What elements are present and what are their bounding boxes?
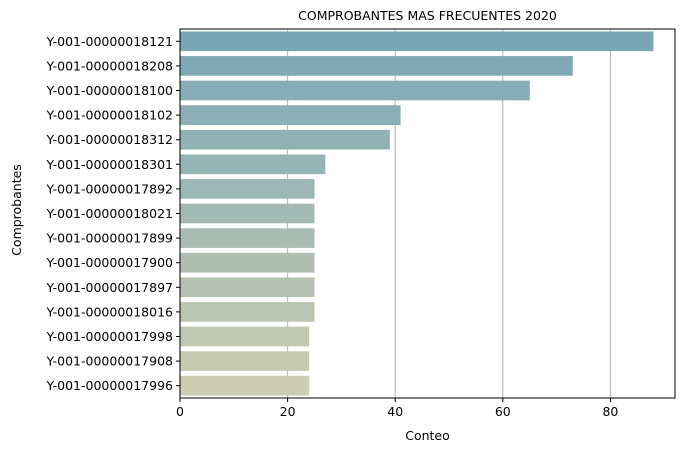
bar bbox=[180, 252, 315, 273]
bar bbox=[180, 302, 315, 322]
x-tick-label: 40 bbox=[387, 404, 403, 419]
bars bbox=[180, 31, 654, 396]
y-tick-label: Y-001-00000017892 bbox=[45, 181, 173, 196]
x-axis-title: Conteo bbox=[405, 428, 450, 443]
bar bbox=[180, 154, 326, 175]
x-tick-label: 0 bbox=[176, 404, 184, 419]
x-tick-label: 20 bbox=[280, 404, 296, 419]
y-tick-label: Y-001-00000018100 bbox=[45, 83, 173, 98]
bar bbox=[180, 375, 310, 396]
bar bbox=[180, 105, 401, 125]
y-axis-title: Comprobantes bbox=[9, 164, 24, 256]
x-tick-label: 60 bbox=[495, 404, 511, 419]
y-tick-label: Y-001-00000017998 bbox=[45, 329, 173, 344]
y-tick-label: Y-001-00000017908 bbox=[45, 354, 173, 369]
y-tick-label: Y-001-00000018121 bbox=[45, 34, 173, 49]
bar bbox=[180, 228, 315, 248]
y-tick-label: Y-001-00000018301 bbox=[45, 157, 173, 172]
bar bbox=[180, 277, 315, 298]
bar bbox=[180, 31, 654, 52]
bar bbox=[180, 179, 315, 199]
bar bbox=[180, 326, 310, 347]
y-tick-label: Y-001-00000018016 bbox=[45, 304, 173, 319]
bar bbox=[180, 129, 390, 150]
bar bbox=[180, 351, 310, 371]
y-tick-label: Y-001-00000017897 bbox=[45, 280, 173, 295]
y-tick-label: Y-001-00000018021 bbox=[45, 206, 173, 221]
plot-frame bbox=[179, 28, 676, 399]
y-tick-label: Y-001-00000018208 bbox=[45, 58, 173, 73]
y-tick-label: Y-001-00000017900 bbox=[45, 255, 173, 270]
x-tick-label: 80 bbox=[602, 404, 618, 419]
y-tick-labels: Y-001-00000018121 Y-001-00000018208 Y-001-… bbox=[45, 34, 180, 393]
bar bbox=[180, 80, 530, 101]
bar bbox=[180, 203, 315, 224]
y-tick-label: Y-001-00000017899 bbox=[45, 231, 173, 246]
y-tick-label: Y-001-00000018102 bbox=[45, 108, 173, 123]
plot-border bbox=[179, 28, 676, 399]
chart-title: COMPROBANTES MAS FRECUENTES 2020 bbox=[298, 8, 557, 23]
x-ticks: 0 20 40 60 80 bbox=[176, 398, 618, 419]
y-tick-label: Y-001-00000018312 bbox=[45, 132, 173, 147]
y-tick-label: Y-001-00000017996 bbox=[45, 378, 173, 393]
bar bbox=[180, 56, 573, 76]
